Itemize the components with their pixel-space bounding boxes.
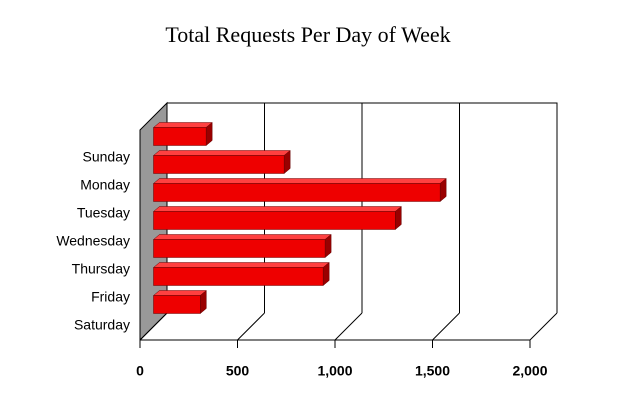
bar [152, 233, 332, 259]
y-tick-label: Monday [80, 177, 130, 193]
y-tick-label: Wednesday [56, 233, 130, 249]
y-tick-label: Sunday [83, 149, 130, 165]
bar [152, 177, 447, 203]
y-tick-label: Tuesday [77, 205, 130, 221]
grid-line [237, 312, 265, 341]
bar [152, 121, 213, 147]
y-tick-label: Thursday [72, 261, 130, 277]
bar [152, 149, 291, 175]
grid-line [139, 312, 168, 341]
x-tick-label: 500 [226, 363, 250, 379]
bar [152, 261, 330, 287]
x-tick-label: 2,000 [512, 363, 547, 379]
grid-line [334, 312, 363, 341]
y-tick-label: Saturday [74, 317, 130, 333]
x-tick-label: 1,000 [317, 363, 352, 379]
bar [152, 289, 207, 315]
grid-line [529, 312, 558, 341]
x-tick-label: 0 [136, 363, 144, 379]
x-tick-label: 1,500 [415, 363, 450, 379]
bar [152, 205, 402, 231]
y-tick-label: Friday [91, 289, 130, 305]
chart-title: Total Requests Per Day of Week [165, 22, 450, 47]
grid-line [432, 312, 460, 341]
